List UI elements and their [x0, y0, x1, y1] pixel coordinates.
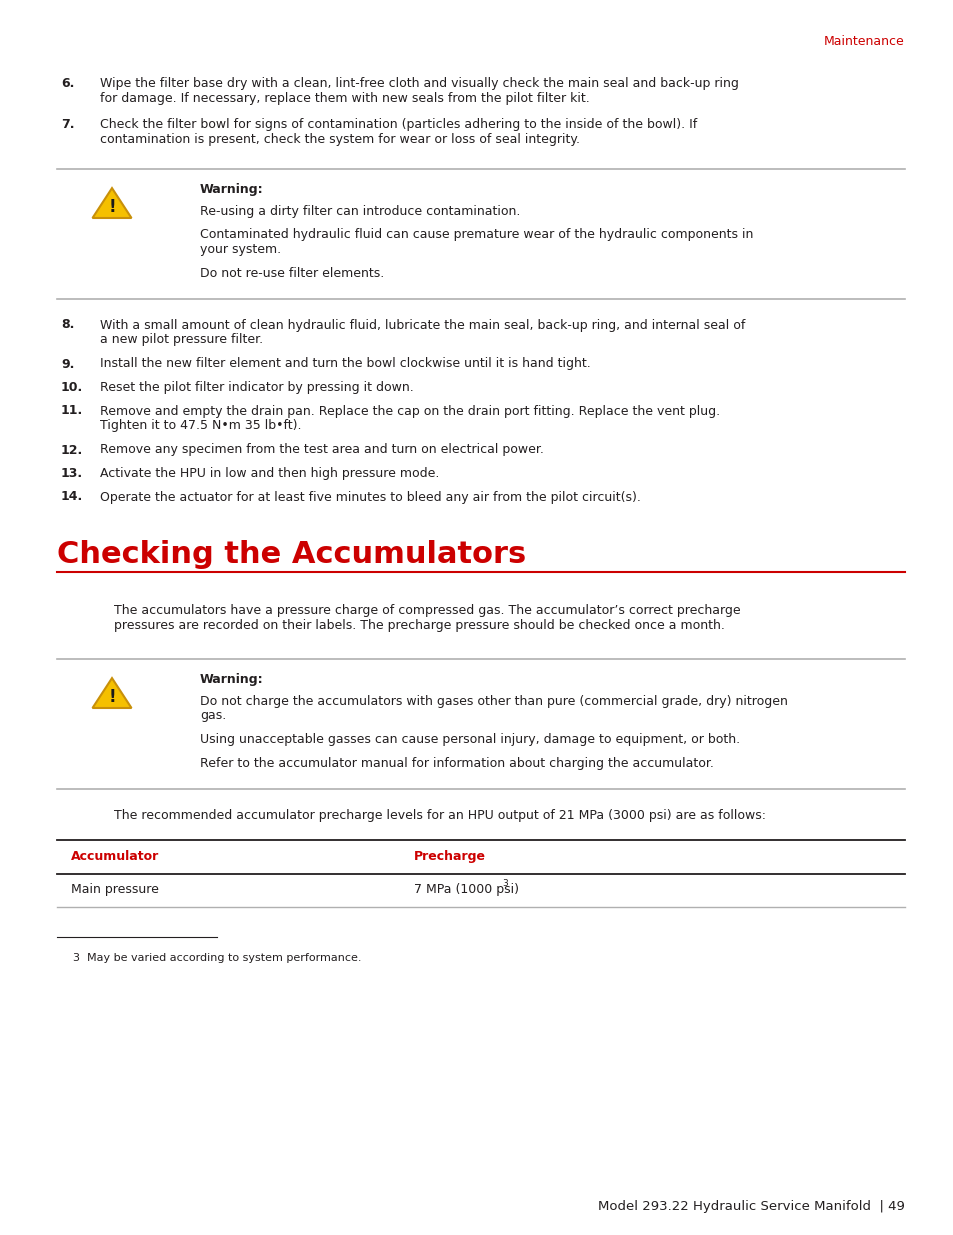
Text: 3: 3: [501, 878, 507, 888]
Text: Remove and empty the drain pan. Replace the cap on the drain port fitting. Repla: Remove and empty the drain pan. Replace …: [100, 405, 720, 432]
Text: Do not charge the accumulators with gases other than pure (commercial grade, dry: Do not charge the accumulators with gase…: [200, 694, 787, 722]
Text: 12.: 12.: [61, 443, 83, 457]
Text: Precharge: Precharge: [414, 850, 485, 863]
Text: The recommended accumulator precharge levels for an HPU output of 21 MPa (3000 p: The recommended accumulator precharge le…: [113, 809, 765, 821]
Text: Warning:: Warning:: [200, 673, 263, 685]
Text: Do not re-use filter elements.: Do not re-use filter elements.: [200, 267, 384, 280]
Text: 10.: 10.: [61, 382, 83, 394]
Text: 11.: 11.: [61, 405, 83, 417]
Text: !: !: [108, 688, 115, 706]
Text: Model 293.22 Hydraulic Service Manifold  | 49: Model 293.22 Hydraulic Service Manifold …: [598, 1200, 904, 1213]
Text: Refer to the accumulator manual for information about charging the accumulator.: Refer to the accumulator manual for info…: [200, 757, 713, 769]
Text: Wipe the filter base dry with a clean, lint-free cloth and visually check the ma: Wipe the filter base dry with a clean, l…: [100, 77, 739, 105]
Text: 13.: 13.: [61, 467, 83, 480]
Text: 7 MPa (1000 psi): 7 MPa (1000 psi): [414, 883, 518, 897]
Polygon shape: [92, 678, 132, 708]
Text: The accumulators have a pressure charge of compressed gas. The accumulator’s cor: The accumulators have a pressure charge …: [113, 604, 740, 632]
Text: 8.: 8.: [61, 319, 74, 331]
Text: 9.: 9.: [61, 357, 74, 370]
Text: Using unacceptable gasses can cause personal injury, damage to equipment, or bot: Using unacceptable gasses can cause pers…: [200, 734, 740, 746]
Text: Check the filter bowl for signs of contamination (particles adhering to the insi: Check the filter bowl for signs of conta…: [100, 119, 697, 146]
Text: Main pressure: Main pressure: [71, 883, 159, 897]
Text: Activate the HPU in low and then high pressure mode.: Activate the HPU in low and then high pr…: [100, 467, 439, 480]
Text: !: !: [108, 198, 115, 216]
Text: Warning:: Warning:: [200, 183, 263, 196]
Polygon shape: [92, 188, 132, 219]
Text: May be varied according to system performance.: May be varied according to system perfor…: [87, 953, 361, 963]
Text: Accumulator: Accumulator: [71, 850, 159, 863]
Text: Contaminated hydraulic fluid can cause premature wear of the hydraulic component: Contaminated hydraulic fluid can cause p…: [200, 228, 753, 256]
Text: With a small amount of clean hydraulic fluid, lubricate the main seal, back-up r: With a small amount of clean hydraulic f…: [100, 319, 744, 347]
Text: 3: 3: [71, 953, 79, 963]
Text: Checking the Accumulators: Checking the Accumulators: [57, 540, 526, 569]
Text: Install the new filter element and turn the bowl clockwise until it is hand tigh: Install the new filter element and turn …: [100, 357, 590, 370]
Text: Reset the pilot filter indicator by pressing it down.: Reset the pilot filter indicator by pres…: [100, 382, 414, 394]
Text: 14.: 14.: [61, 490, 83, 504]
Text: Maintenance: Maintenance: [823, 35, 904, 48]
Text: Remove any specimen from the test area and turn on electrical power.: Remove any specimen from the test area a…: [100, 443, 543, 457]
Text: 6.: 6.: [61, 77, 74, 90]
Text: Operate the actuator for at least five minutes to bleed any air from the pilot c: Operate the actuator for at least five m…: [100, 490, 640, 504]
Text: Re-using a dirty filter can introduce contamination.: Re-using a dirty filter can introduce co…: [200, 205, 519, 217]
Text: 7.: 7.: [61, 119, 74, 131]
